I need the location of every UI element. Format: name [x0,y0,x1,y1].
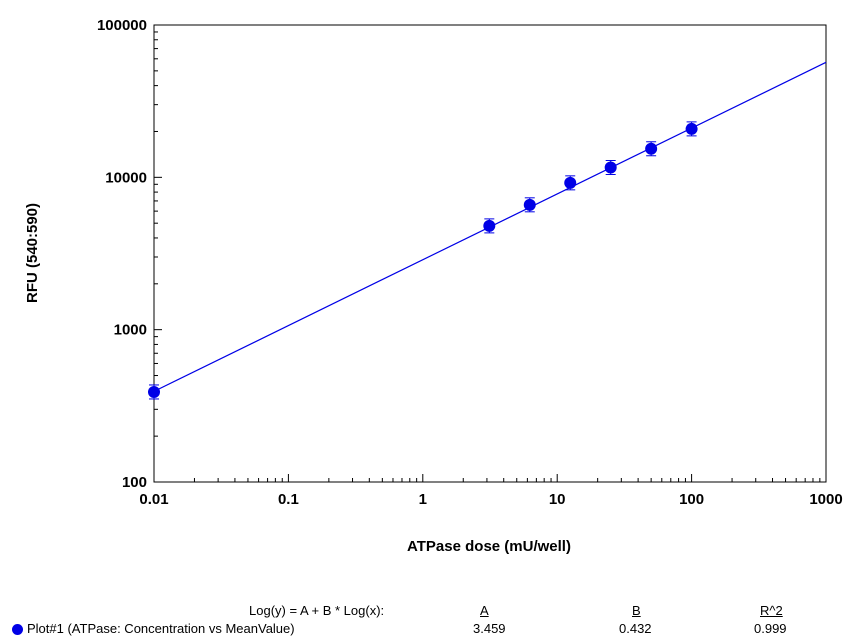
x-axis-title: ATPase dose (mU/well) [407,538,571,555]
data-point [604,161,617,174]
y-tick-label: 1000 [114,322,147,339]
data-point [645,142,658,155]
data-point [685,122,698,135]
y-axis-ticks: 100 1000 10000 100000 [97,17,162,491]
x-tick-label: 0.01 [139,491,168,508]
x-tick-label: 100 [679,491,704,508]
data-point [523,198,536,211]
x-tick-label: 10 [549,491,566,508]
data-point [483,219,496,232]
y-tick-label: 10000 [105,169,147,186]
plot-frame [153,24,827,483]
y-tick-label: 100000 [97,17,147,34]
y-tick-label: 100 [122,474,147,491]
x-tick-label: 0.1 [278,491,299,508]
plot-axes [153,24,827,483]
x-tick-label: 1 [419,491,427,508]
data-points [148,121,698,400]
data-point [564,176,577,189]
x-axis-ticks: 0.01 0.1 1 10 100 1000 [139,474,843,508]
x-tick-label: 1000 [809,491,842,508]
data-point [148,385,160,398]
y-axis-title: RFU (540:590) [24,203,41,303]
